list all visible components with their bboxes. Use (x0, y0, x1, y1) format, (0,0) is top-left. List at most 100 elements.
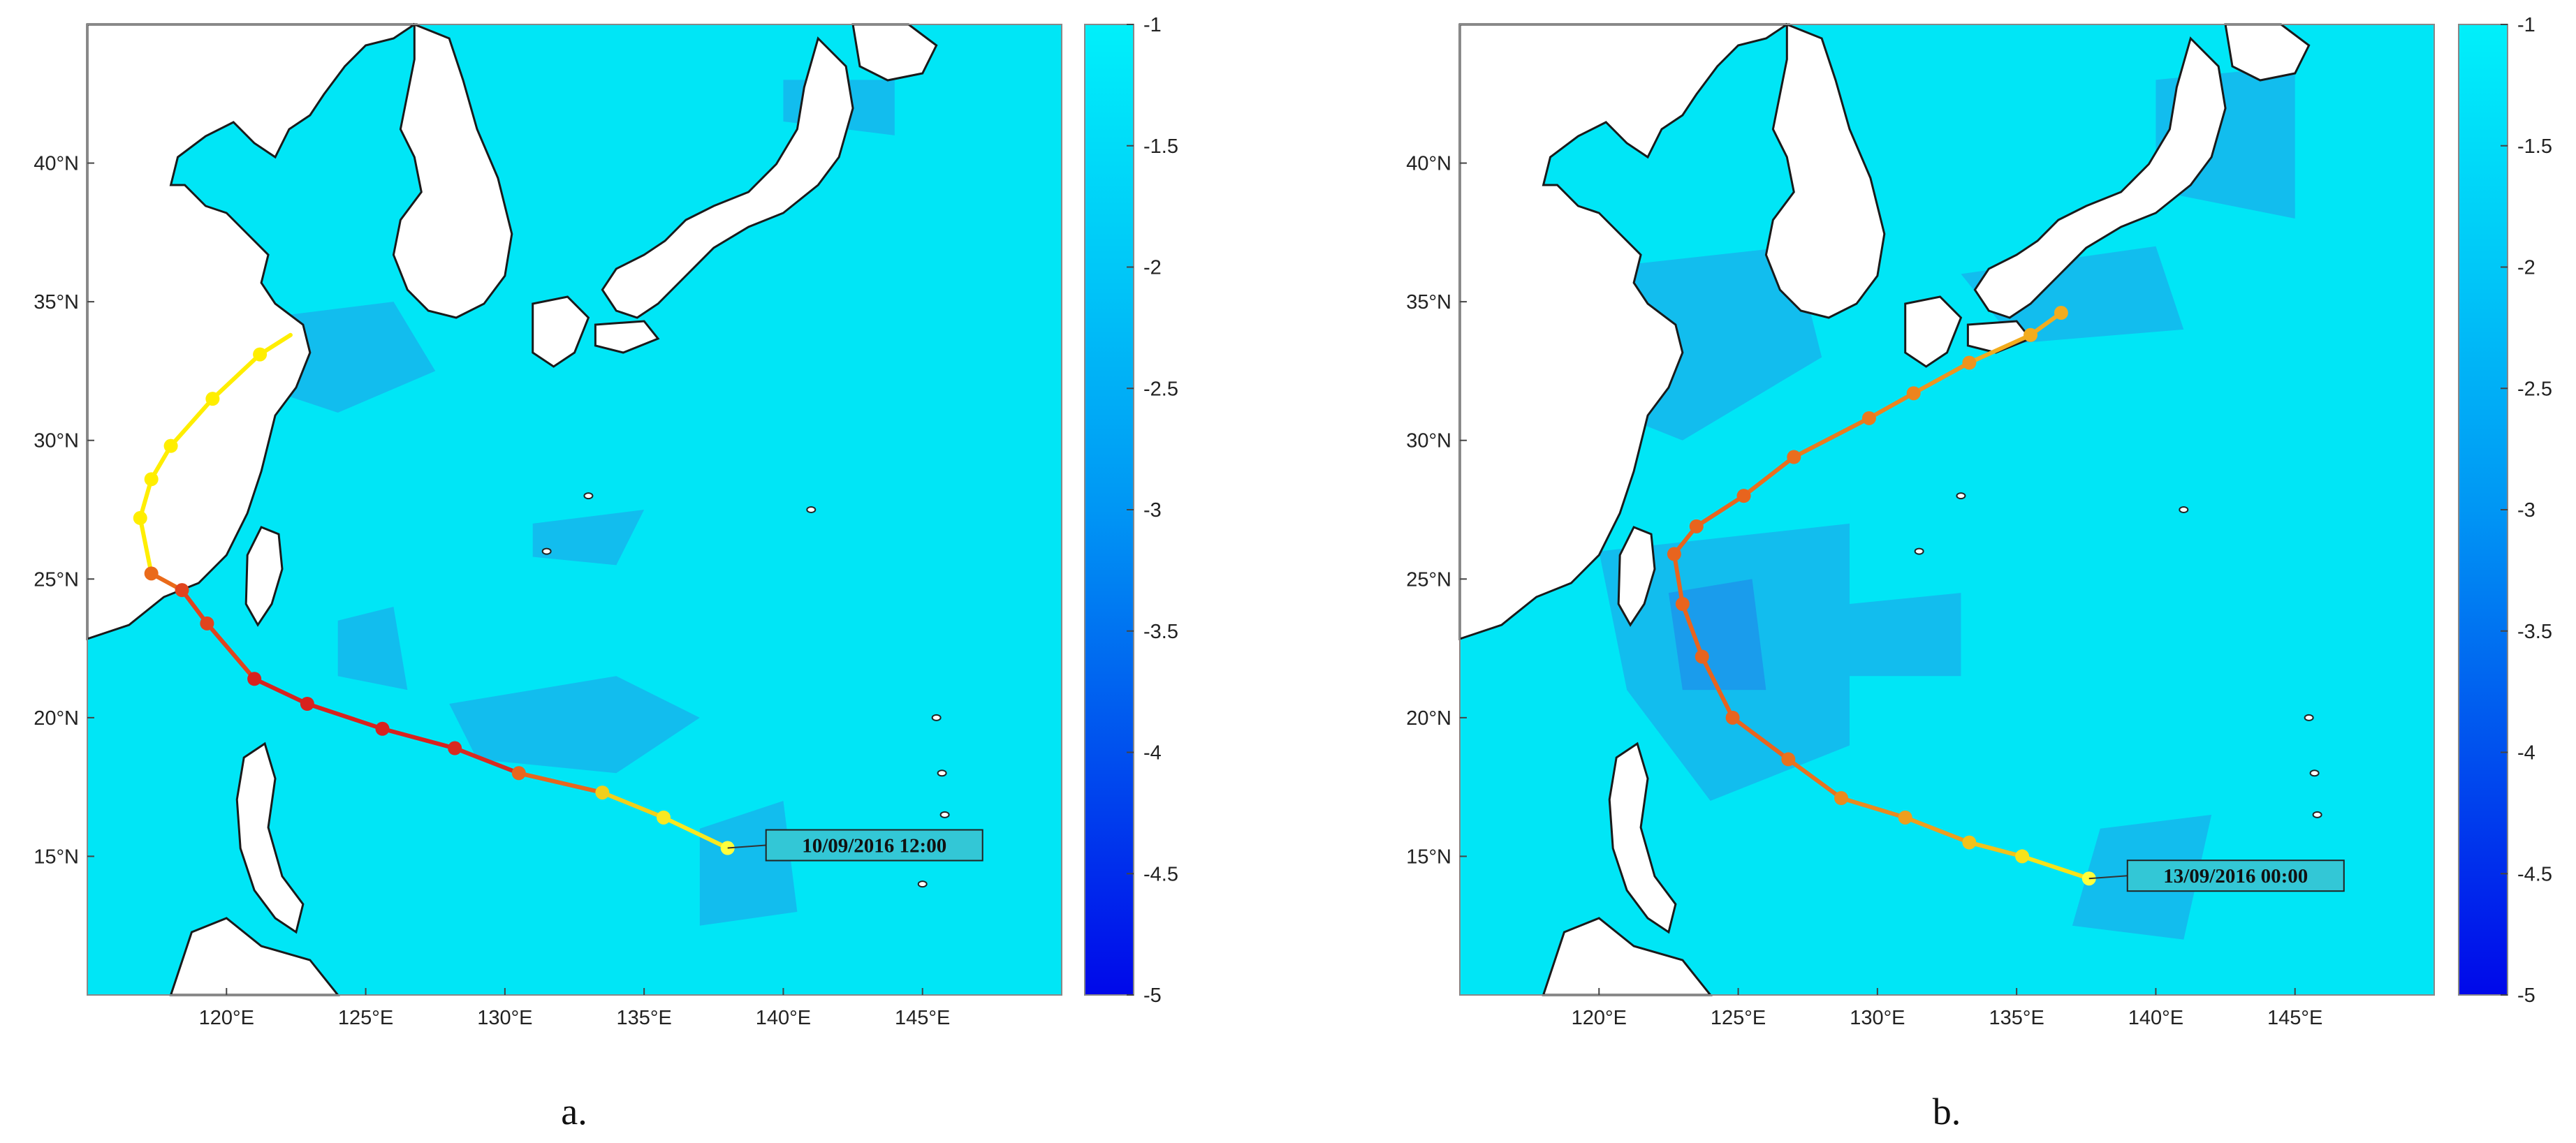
lat-tick-label: 40°N (1406, 153, 1451, 175)
track-point (2015, 849, 2030, 864)
lon-tick-label: 130°E (477, 1007, 532, 1029)
colorbar-label: -5 (2517, 985, 2535, 1007)
track-point (511, 766, 526, 781)
track-point (1695, 649, 1709, 664)
lat-tick-label: 30°N (1406, 430, 1451, 452)
track-point (133, 510, 147, 525)
track-segment (600, 790, 666, 820)
lon-tick-label: 120°E (1572, 1007, 1627, 1029)
track-point (247, 672, 262, 686)
track-point (448, 741, 462, 755)
colorbar-label: -5 (1143, 985, 1162, 1007)
colorbar-label: -3.5 (1143, 621, 1178, 643)
track-point (205, 392, 220, 406)
lat-tick-label: 35°N (34, 291, 79, 314)
track-point (1787, 450, 1801, 464)
island (931, 714, 942, 721)
annotation-leader (2088, 875, 2128, 880)
annotation-box (765, 829, 983, 862)
track-segment (1792, 415, 1871, 459)
track-segment (453, 746, 521, 776)
colorbar-label: -4 (2517, 742, 2535, 765)
island (937, 769, 947, 777)
colorbar-label: -3 (2517, 499, 2535, 522)
island (2312, 811, 2322, 818)
colorbar-label: -1 (1143, 14, 1162, 36)
track-point (1689, 519, 1704, 533)
lat-tick-label: 35°N (1406, 291, 1451, 314)
track-point (144, 472, 159, 487)
track-segment (1839, 796, 1908, 820)
track-point (1962, 355, 1977, 370)
map-frame (1459, 24, 2435, 996)
lon-tick-label: 140°E (756, 1007, 811, 1029)
anomaly-patch-strong (1668, 579, 1766, 691)
island (541, 547, 552, 555)
island (806, 506, 817, 513)
track-point (2054, 306, 2068, 320)
lat-tick-label: 15°N (34, 846, 79, 868)
track-point (1962, 835, 1977, 850)
panel-caption: b. (1933, 1091, 1961, 1133)
island (1914, 547, 1924, 555)
annotation-date: 13/09/2016 00:00 (2163, 865, 2308, 887)
track-point (1675, 597, 1690, 612)
colorbar-label: -2 (1143, 257, 1162, 279)
track-segment (1699, 654, 1735, 720)
map-panel-a: 15°N 20°N 25°N 30°N 35°N 40°N 120°E 125°E 130°E 1… (34, 14, 1178, 1133)
lon-tick-label: 125°E (338, 1007, 393, 1029)
colorbar-label: -2.5 (1143, 378, 1178, 400)
track-segment (1911, 360, 1972, 396)
colorbar-label: -4.5 (1143, 863, 1178, 885)
colorbar-label: -2.5 (2517, 378, 2552, 400)
annotation-leader (727, 844, 766, 849)
island (1956, 492, 1966, 500)
track-segment (1967, 332, 2033, 365)
anomaly-patch (337, 607, 408, 691)
track-point (253, 347, 268, 362)
colorbar-label: -4.5 (2517, 863, 2552, 885)
lon-tick-label: 135°E (616, 1007, 671, 1029)
track-point (595, 786, 610, 800)
annotation-date: 10/09/2016 12:00 (802, 835, 946, 857)
track-point (1667, 547, 1681, 561)
track-segment (380, 726, 458, 751)
track-point (175, 583, 189, 598)
island (917, 880, 928, 888)
lon-tick-label: 130°E (1850, 1007, 1905, 1029)
colorbar-label: -1.5 (2517, 135, 2552, 158)
track-segment (1967, 840, 2025, 859)
lat-tick-label: 25°N (34, 568, 79, 591)
track-point (1834, 791, 1849, 806)
colorbar-label: -1.5 (1143, 135, 1178, 158)
track-segment (305, 702, 385, 731)
track-segment (516, 771, 605, 795)
track-segment (2020, 854, 2091, 881)
track-point (144, 566, 159, 581)
annotation-box (2126, 860, 2345, 892)
anomaly-patch (449, 676, 700, 774)
lat-tick-label: 30°N (34, 430, 79, 452)
track-point (1736, 489, 1751, 503)
track-point (300, 697, 314, 711)
track-segment (1671, 552, 1685, 607)
track-point (375, 721, 390, 736)
track-segment (1730, 715, 1791, 762)
colorbar-label: -2 (2517, 257, 2535, 279)
track-segment (210, 352, 263, 401)
lon-tick-label: 135°E (1989, 1007, 2044, 1029)
lat-tick-label: 15°N (1406, 846, 1451, 868)
track-segment (1786, 757, 1844, 801)
island (2179, 506, 2189, 513)
lon-tick-label: 140°E (2128, 1007, 2183, 1029)
colorbar-label: -3 (1143, 499, 1162, 522)
lon-tick-label: 125°E (1711, 1007, 1766, 1029)
track-segment (1866, 391, 1916, 420)
colorbar-label: -1 (2517, 14, 2535, 36)
lat-tick-label: 25°N (1406, 568, 1451, 591)
track-point (163, 438, 178, 453)
colorbar (2458, 24, 2508, 996)
island (2309, 769, 2320, 777)
island (2304, 714, 2314, 721)
